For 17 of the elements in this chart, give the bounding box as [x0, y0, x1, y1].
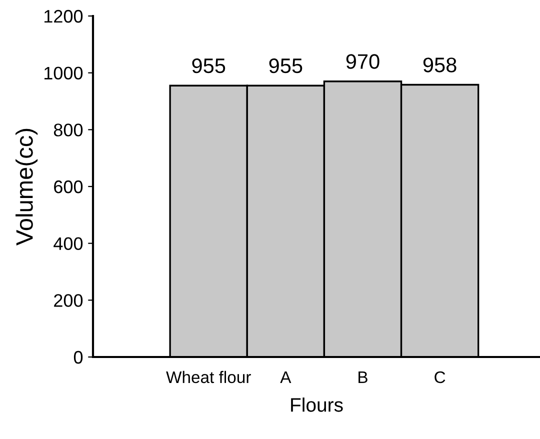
x-tick-label: B — [358, 372, 368, 383]
y-tick-label: 1200 — [44, 10, 83, 23]
x-tick-label: A — [280, 372, 292, 383]
y-tick-label: 0 — [74, 350, 83, 364]
y-tick-label: 400 — [54, 237, 83, 250]
x-tick-label: Wheat flour — [166, 370, 251, 384]
data-label: 958 — [423, 58, 456, 72]
y-tick-label: 800 — [54, 124, 83, 136]
data-label: 970 — [346, 54, 380, 69]
y-tick-label: 200 — [54, 294, 83, 307]
y-axis-title: Volume(cc) — [16, 128, 38, 246]
x-tick-label: C — [434, 371, 446, 384]
x-axis-title: Flours — [291, 398, 343, 412]
y-tick-label: 1000 — [44, 66, 83, 80]
data-label: 955 — [192, 58, 226, 74]
y-tick-label: 600 — [54, 180, 83, 194]
data-label: 955 — [269, 58, 302, 74]
